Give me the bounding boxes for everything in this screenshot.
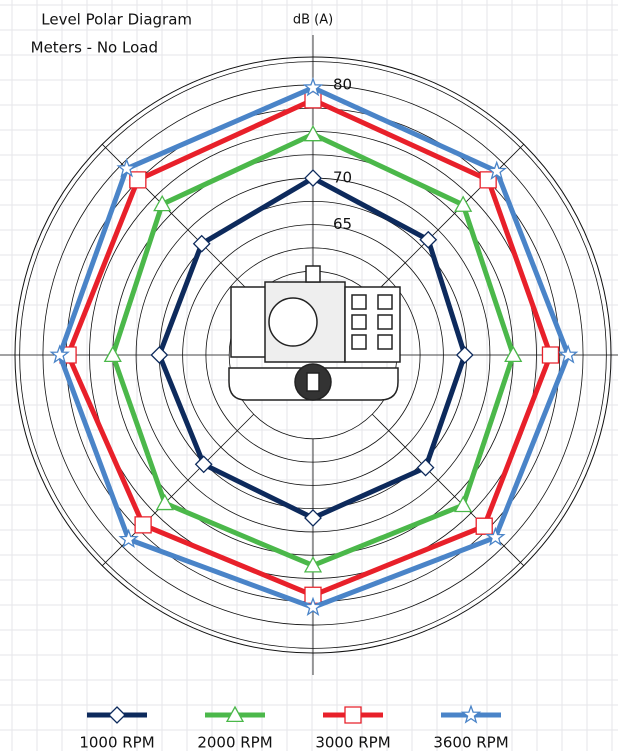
marker: [541, 346, 560, 364]
marker: [155, 493, 174, 511]
marker: [454, 495, 473, 513]
marker: [303, 124, 323, 142]
marker: [192, 234, 211, 253]
marker: [302, 596, 324, 617]
chart-title: Level Polar Diagram: [41, 11, 192, 29]
marker: [504, 345, 523, 363]
marker: [454, 195, 473, 212]
marker: [303, 556, 323, 573]
marker: [150, 346, 169, 364]
marker: [103, 345, 122, 363]
marker: [455, 346, 474, 364]
marker: [557, 344, 579, 364]
marker: [486, 160, 507, 180]
legend-marker: [108, 706, 126, 724]
marker: [304, 509, 322, 527]
marker: [153, 194, 172, 212]
marker: [419, 230, 438, 249]
marker: [129, 171, 147, 189]
legend-label: 1000 RPM: [79, 734, 154, 751]
marker: [49, 344, 70, 364]
legend-marker: [460, 704, 482, 724]
chart-subtitle: Meters - No Load: [31, 39, 158, 57]
marker: [302, 77, 324, 97]
legend-label: 2000 RPM: [197, 734, 272, 751]
r-tick-label: 70: [333, 169, 352, 187]
axis-label: dB (A): [293, 13, 333, 28]
marker: [475, 517, 493, 535]
r-tick-label: 80: [333, 75, 352, 93]
legend-label: 3600 RPM: [433, 734, 508, 751]
marker: [116, 157, 137, 178]
marker: [416, 458, 435, 477]
engine: [228, 265, 401, 401]
marker: [134, 516, 152, 534]
marker: [485, 526, 506, 547]
marker: [118, 528, 139, 549]
marker: [194, 455, 213, 474]
marker: [304, 169, 322, 187]
legend-marker: [344, 706, 362, 724]
r-tick-label: 65: [333, 215, 352, 233]
legend-label: 3000 RPM: [315, 734, 390, 751]
legend-marker: [225, 705, 245, 723]
